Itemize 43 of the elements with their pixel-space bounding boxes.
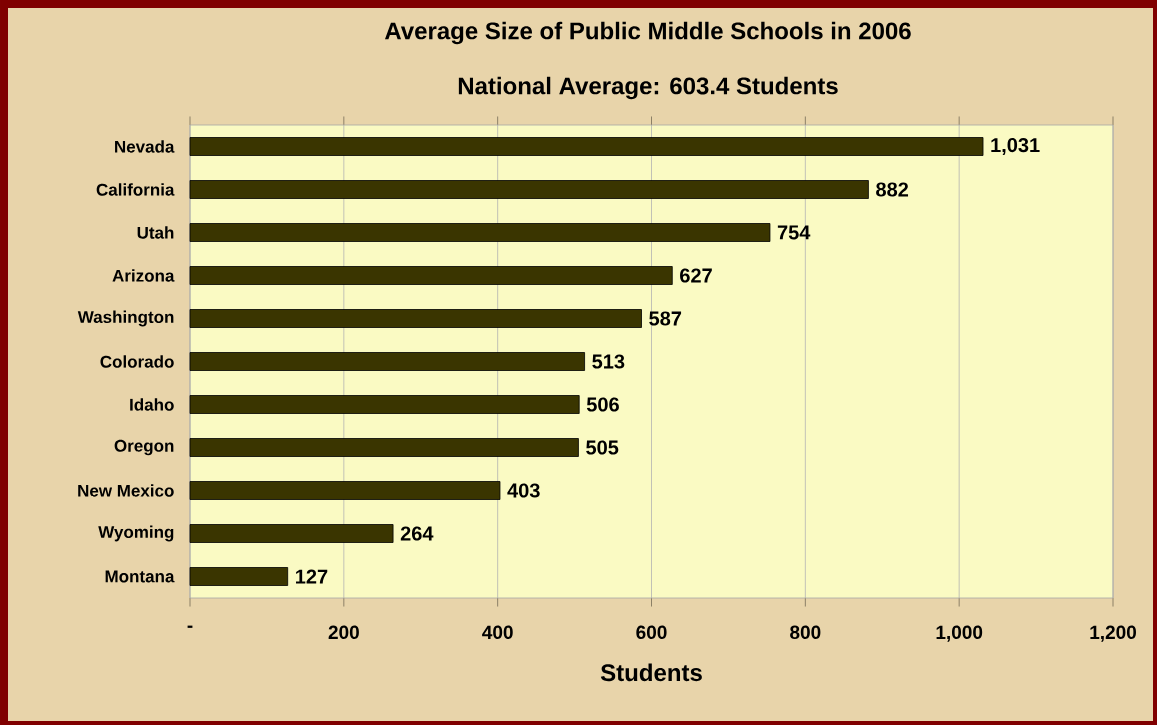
data-label: 882 bbox=[876, 182, 909, 197]
bar bbox=[189, 180, 869, 199]
bar bbox=[189, 309, 642, 328]
y-tick-label: Colorado bbox=[100, 355, 174, 368]
chart-title: Average Size of Public Middle Schools in 2006 bbox=[384, 21, 911, 45]
y-tick-label: Nevada bbox=[115, 140, 175, 153]
bar bbox=[189, 223, 771, 242]
data-label: 513 bbox=[592, 354, 625, 369]
y-tick-label: Idaho bbox=[130, 398, 174, 411]
data-label: 403 bbox=[507, 483, 540, 498]
x-tick-label: 800 bbox=[790, 625, 821, 640]
y-tick-label: Wyoming bbox=[98, 525, 174, 542]
bar bbox=[189, 524, 394, 543]
data-label: 627 bbox=[680, 268, 712, 283]
data-label: 264 bbox=[400, 526, 434, 541]
x-tick-label: 600 bbox=[636, 625, 667, 640]
x-tick-label: 1,000 bbox=[936, 625, 983, 642]
y-tick-label: Utah bbox=[137, 226, 174, 239]
y-tick-label: Oregon bbox=[114, 439, 174, 456]
bar bbox=[189, 438, 579, 457]
x-tick-label: 200 bbox=[328, 625, 359, 640]
x-tick-label: 400 bbox=[482, 625, 513, 640]
data-label: 505 bbox=[586, 440, 619, 455]
y-tick-label: Arizona bbox=[112, 269, 175, 282]
x-tick-label: - bbox=[187, 625, 193, 628]
bar bbox=[189, 567, 289, 586]
data-label: 506 bbox=[586, 397, 619, 412]
bar bbox=[189, 481, 501, 500]
y-tick-label: Montana bbox=[105, 570, 175, 583]
data-label: 1,031 bbox=[991, 137, 1040, 156]
data-label: 587 bbox=[649, 311, 682, 326]
x-axis-title: Students bbox=[600, 663, 702, 682]
bar bbox=[189, 395, 580, 414]
bar bbox=[189, 266, 673, 285]
bar bbox=[189, 352, 585, 371]
y-tick-label: New Mexico bbox=[78, 484, 174, 497]
y-tick-label: California bbox=[96, 183, 175, 196]
bar bbox=[189, 137, 984, 156]
data-label: 127 bbox=[296, 569, 328, 584]
x-tick-label: 1,200 bbox=[1090, 625, 1136, 642]
data-label: 754 bbox=[777, 225, 811, 240]
chart-subtitle: National Average: 603.4 Students bbox=[458, 76, 838, 100]
y-tick-label: Washington bbox=[77, 310, 174, 327]
